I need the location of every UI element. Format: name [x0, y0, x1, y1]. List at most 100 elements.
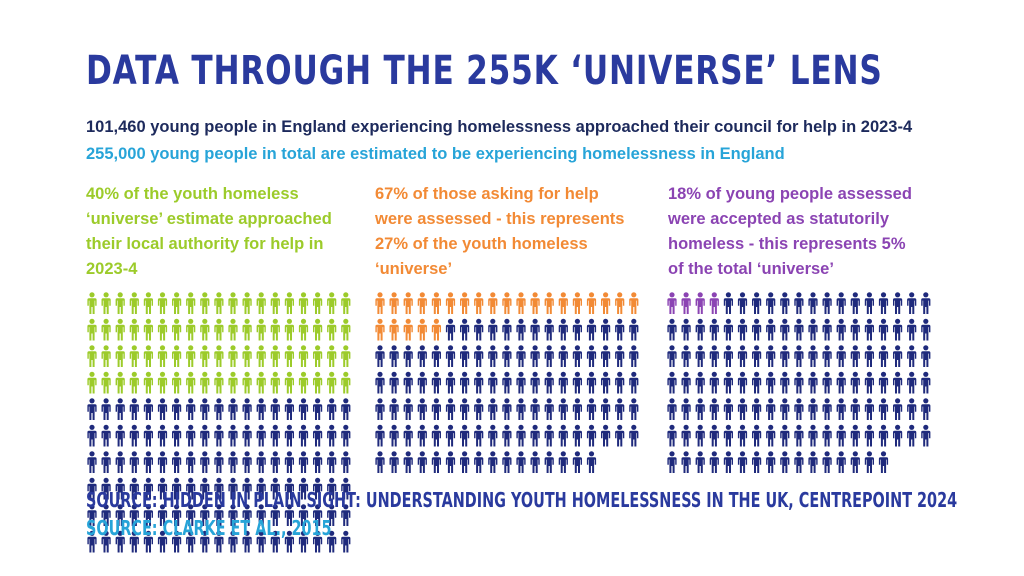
- person-icon: [572, 451, 582, 473]
- person-icon: [270, 398, 280, 420]
- person-icon: [87, 504, 97, 526]
- person-icon: [780, 451, 790, 473]
- person-icon: [544, 398, 554, 420]
- person-icon: [143, 398, 153, 420]
- column-text-line: ‘universe’: [375, 260, 453, 278]
- person-icon: [544, 292, 554, 314]
- person-icon: [558, 318, 568, 341]
- person-icon: [214, 292, 224, 314]
- person-icon: [601, 424, 611, 447]
- person-icon: [850, 345, 860, 367]
- person-icon: [737, 345, 748, 367]
- person-icon: [822, 318, 832, 341]
- person-icon: [794, 424, 804, 447]
- person-icon: [723, 371, 733, 394]
- person-icon: [893, 424, 903, 447]
- person-icon: [157, 424, 168, 447]
- person-icon: [530, 398, 540, 420]
- person-icon: [780, 292, 790, 314]
- person-icon: [129, 477, 139, 500]
- person-icon: [723, 345, 733, 367]
- person-icon: [723, 292, 733, 314]
- person-icon: [530, 318, 540, 341]
- person-icon: [488, 292, 498, 314]
- person-icon: [681, 424, 691, 447]
- person-icon: [893, 345, 903, 367]
- person-icon: [752, 371, 762, 394]
- person-icon: [601, 371, 611, 394]
- person-icon: [488, 345, 498, 367]
- column-text-line: were assessed - this represents: [375, 210, 625, 228]
- person-icon: [794, 345, 804, 367]
- person-icon: [228, 424, 238, 447]
- person-icon: [417, 292, 427, 314]
- person-icon: [298, 371, 309, 394]
- person-icon: [200, 424, 210, 447]
- person-icon: [87, 345, 97, 367]
- column-text-line: homeless - this represents 5%: [668, 235, 906, 253]
- person-icon: [502, 398, 512, 420]
- column-text-line: 2023-4: [86, 260, 138, 278]
- person-icon: [629, 424, 639, 447]
- person-icon: [836, 451, 846, 473]
- column-text-line: ‘universe’ estimate approached: [86, 210, 332, 228]
- person-icon: [836, 292, 846, 314]
- person-icon: [87, 451, 97, 473]
- person-icon: [270, 424, 280, 447]
- person-icon: [766, 318, 776, 341]
- person-icon: [186, 398, 196, 420]
- person-icon: [864, 424, 874, 447]
- person-icon: [228, 318, 238, 341]
- person-icon: [115, 318, 125, 341]
- person-icon: [389, 424, 399, 447]
- person-icon: [695, 371, 705, 394]
- person-icon: [723, 451, 733, 473]
- person-icon: [284, 451, 294, 473]
- person-icon: [115, 371, 125, 394]
- person-icon: [214, 345, 224, 367]
- person-icon: [601, 318, 611, 341]
- person-icon: [157, 477, 168, 500]
- person-icon: [417, 451, 427, 473]
- person-icon: [87, 424, 97, 447]
- person-icon: [375, 424, 385, 447]
- person-icon: [752, 318, 762, 341]
- person-icon: [822, 424, 832, 447]
- person-icon: [172, 451, 182, 473]
- person-icon: [313, 371, 323, 394]
- person-icon: [200, 504, 210, 526]
- person-icon: [601, 398, 611, 420]
- person-icon: [115, 477, 125, 500]
- person-icon: [601, 345, 611, 367]
- person-icon: [615, 424, 625, 447]
- person-icon: [667, 292, 677, 314]
- person-icon: [921, 345, 931, 367]
- person-icon: [780, 424, 790, 447]
- person-icon: [403, 318, 413, 341]
- person-icon: [737, 292, 748, 314]
- person-icon: [921, 371, 931, 394]
- person-icon: [341, 318, 351, 341]
- person-icon: [460, 345, 470, 367]
- person-icon: [87, 292, 97, 314]
- person-icon: [530, 345, 540, 367]
- person-icon: [389, 371, 399, 394]
- person-icon: [143, 424, 153, 447]
- person-icon: [389, 398, 399, 420]
- person-icon: [403, 292, 413, 314]
- person-icon: [186, 371, 196, 394]
- person-icon: [172, 345, 182, 367]
- person-icon: [157, 292, 168, 314]
- person-icon: [341, 477, 351, 500]
- person-icon: [157, 451, 168, 473]
- person-icon: [822, 345, 832, 367]
- person-icon: [572, 318, 582, 341]
- person-icon: [403, 345, 413, 367]
- person-icon: [850, 398, 860, 420]
- person-icon: [864, 292, 874, 314]
- person-icon: [850, 424, 860, 447]
- person-icon: [298, 292, 309, 314]
- person-icon: [389, 318, 399, 341]
- person-icon: [766, 424, 776, 447]
- person-icon: [270, 292, 280, 314]
